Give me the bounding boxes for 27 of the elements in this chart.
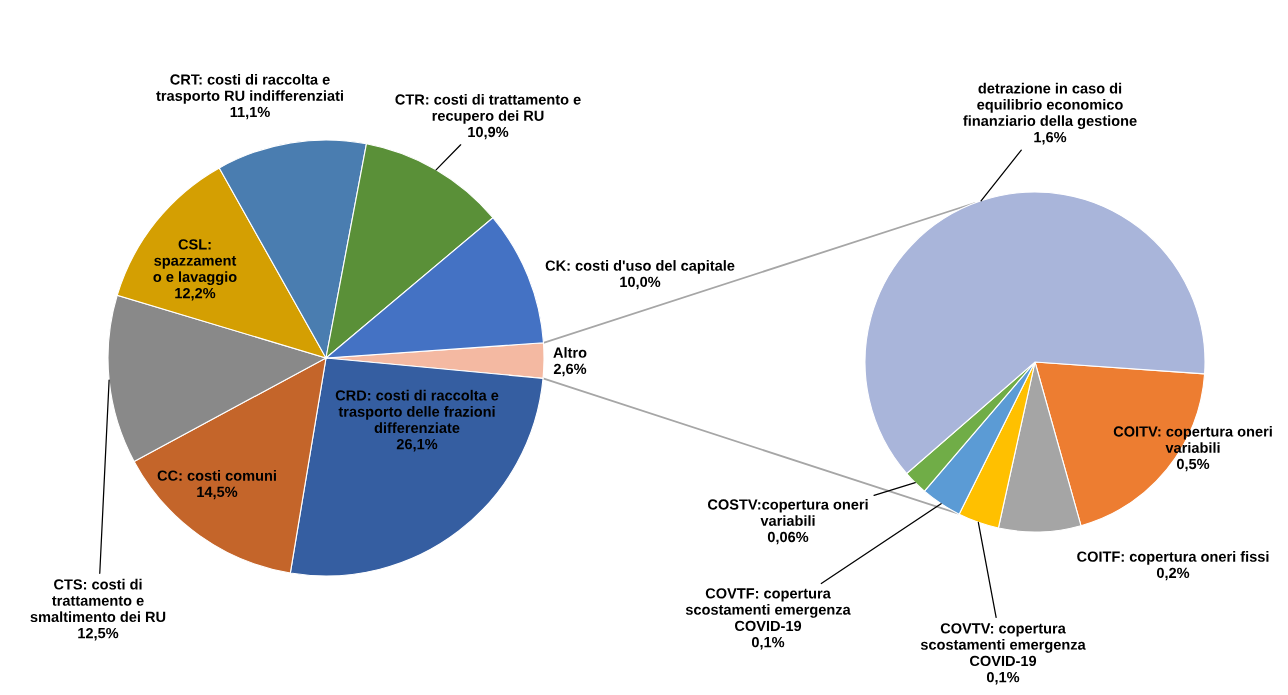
data-label: 0,1%	[986, 671, 1020, 685]
data-label: 0,1%	[751, 636, 785, 650]
slice-label: detrazione in caso di equilibrio economico finanziario della gestione	[963, 82, 1137, 129]
slice-label: CRD: costi di raccolta e trasporto delle frazioni differenziate	[335, 389, 499, 434]
slice-label: Altro	[553, 347, 587, 358]
data-label: 0,5%	[1176, 458, 1210, 472]
data-label: 26,1%	[396, 438, 438, 452]
data-label: 0,06%	[767, 531, 809, 545]
data-label: 12,2%	[175, 287, 216, 301]
slice-label: CSL: spazzament o e lavaggio	[153, 239, 237, 285]
data-label: 14,5%	[197, 486, 238, 500]
data-label: 10,9%	[468, 126, 509, 140]
slice-label: COITF: copertura oneri fissi	[1077, 551, 1269, 565]
data-label: 11,1%	[230, 106, 270, 120]
data-label: 1,6%	[1034, 131, 1067, 145]
slice-label: COVTV: copertura scostamenti emergenza COVID-19	[920, 623, 1086, 667]
slice-label: COVTF: copertura scostamenti emergenza COVID-19	[685, 588, 851, 632]
data-label: 2,6%	[553, 363, 587, 377]
data-label: 10,0%	[620, 276, 661, 290]
data-label: 0,2%	[1156, 567, 1190, 581]
slice-label: CRT: costi di raccolta e trasporto RU indifferenziati	[156, 73, 343, 104]
slice-label: CTS: costi di trattamento e smaltimento dei RU	[30, 578, 166, 623]
data-label: 12,5%	[78, 627, 119, 641]
slice-label: CTR: costi di trattamento e recupero dei RU	[395, 93, 581, 124]
slice-label: CK: costi d'uso del capitale	[545, 260, 735, 274]
slice-label: CC: costi comuni	[157, 470, 276, 481]
slice-label: COSTV:copertura oneri variabili	[707, 498, 868, 526]
